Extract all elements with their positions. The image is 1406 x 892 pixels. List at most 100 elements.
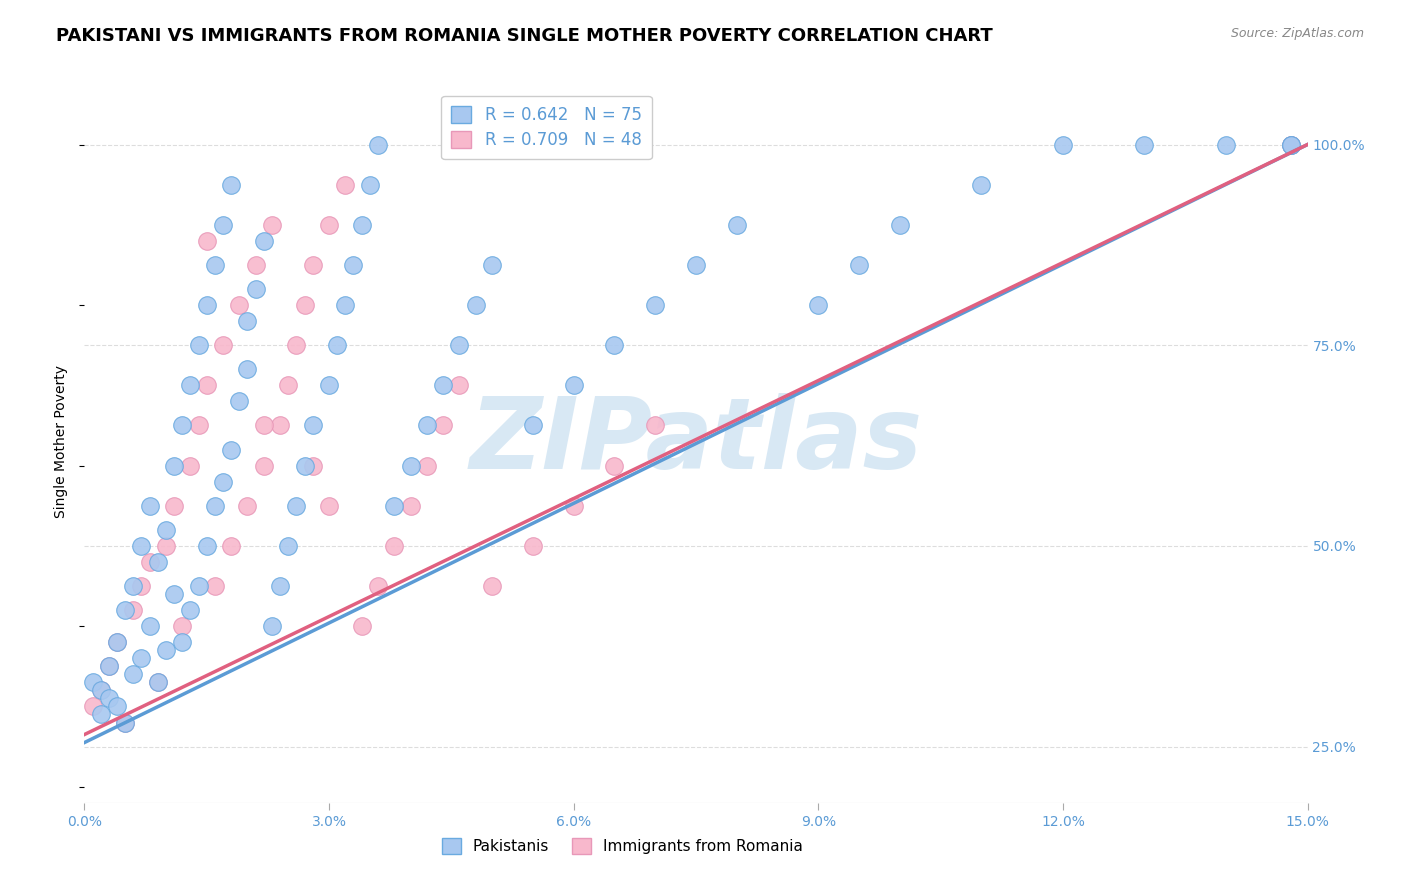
- Point: [245, 258, 267, 272]
- Point: [228, 298, 250, 312]
- Point: [138, 555, 160, 569]
- Point: [382, 539, 405, 553]
- Point: [481, 258, 503, 272]
- Point: [138, 619, 160, 633]
- Point: [114, 603, 136, 617]
- Point: [335, 298, 357, 312]
- Point: [163, 587, 186, 601]
- Point: [212, 218, 235, 232]
- Point: [1279, 137, 1302, 152]
- Point: [82, 675, 104, 690]
- Point: [146, 555, 169, 569]
- Point: [449, 338, 471, 352]
- Point: [350, 218, 373, 232]
- Point: [236, 314, 259, 328]
- Point: [90, 683, 112, 698]
- Text: ZIPatlas: ZIPatlas: [470, 393, 922, 490]
- Point: [195, 539, 218, 553]
- Point: [212, 475, 235, 489]
- Point: [644, 298, 666, 312]
- Point: [807, 298, 830, 312]
- Point: [105, 635, 128, 649]
- Point: [1215, 137, 1237, 152]
- Point: [228, 394, 250, 409]
- Point: [301, 418, 323, 433]
- Point: [131, 579, 153, 593]
- Text: PAKISTANI VS IMMIGRANTS FROM ROMANIA SINGLE MOTHER POVERTY CORRELATION CHART: PAKISTANI VS IMMIGRANTS FROM ROMANIA SIN…: [56, 27, 993, 45]
- Point: [416, 418, 439, 433]
- Point: [335, 178, 357, 192]
- Point: [97, 691, 120, 706]
- Point: [195, 378, 218, 392]
- Point: [82, 699, 104, 714]
- Point: [277, 539, 299, 553]
- Point: [260, 218, 283, 232]
- Y-axis label: Single Mother Poverty: Single Mother Poverty: [55, 365, 69, 518]
- Point: [219, 539, 242, 553]
- Point: [114, 715, 136, 730]
- Point: [603, 338, 626, 352]
- Point: [449, 378, 471, 392]
- Point: [163, 458, 186, 473]
- Point: [253, 458, 276, 473]
- Point: [285, 499, 308, 513]
- Point: [97, 659, 120, 673]
- Point: [219, 178, 242, 192]
- Point: [848, 258, 870, 272]
- Point: [105, 635, 128, 649]
- Point: [318, 218, 340, 232]
- Point: [269, 579, 291, 593]
- Point: [204, 258, 226, 272]
- Point: [970, 178, 993, 192]
- Point: [172, 635, 194, 649]
- Point: [114, 715, 136, 730]
- Point: [187, 418, 209, 433]
- Point: [367, 137, 389, 152]
- Point: [131, 539, 153, 553]
- Point: [90, 707, 112, 722]
- Point: [1279, 137, 1302, 152]
- Point: [1279, 137, 1302, 152]
- Text: Source: ZipAtlas.com: Source: ZipAtlas.com: [1230, 27, 1364, 40]
- Point: [236, 362, 259, 376]
- Point: [399, 458, 422, 473]
- Point: [172, 619, 194, 633]
- Point: [562, 378, 585, 392]
- Point: [342, 258, 364, 272]
- Point: [195, 234, 218, 248]
- Point: [294, 458, 316, 473]
- Point: [204, 499, 226, 513]
- Point: [277, 378, 299, 392]
- Point: [219, 442, 242, 457]
- Point: [155, 539, 177, 553]
- Point: [122, 667, 145, 681]
- Point: [644, 418, 666, 433]
- Point: [187, 579, 209, 593]
- Point: [562, 499, 585, 513]
- Point: [146, 675, 169, 690]
- Point: [399, 499, 422, 513]
- Point: [179, 603, 201, 617]
- Legend: Pakistanis, Immigrants from Romania: Pakistanis, Immigrants from Romania: [436, 832, 808, 860]
- Point: [1133, 137, 1156, 152]
- Point: [318, 499, 340, 513]
- Point: [285, 338, 308, 352]
- Point: [725, 218, 748, 232]
- Point: [122, 579, 145, 593]
- Point: [105, 699, 128, 714]
- Point: [1052, 137, 1074, 152]
- Point: [260, 619, 283, 633]
- Point: [481, 579, 503, 593]
- Point: [172, 418, 194, 433]
- Point: [432, 418, 454, 433]
- Point: [416, 458, 439, 473]
- Point: [464, 298, 486, 312]
- Point: [97, 659, 120, 673]
- Point: [889, 218, 911, 232]
- Point: [122, 603, 145, 617]
- Point: [204, 579, 226, 593]
- Point: [187, 338, 209, 352]
- Point: [685, 258, 707, 272]
- Point: [131, 651, 153, 665]
- Point: [253, 234, 276, 248]
